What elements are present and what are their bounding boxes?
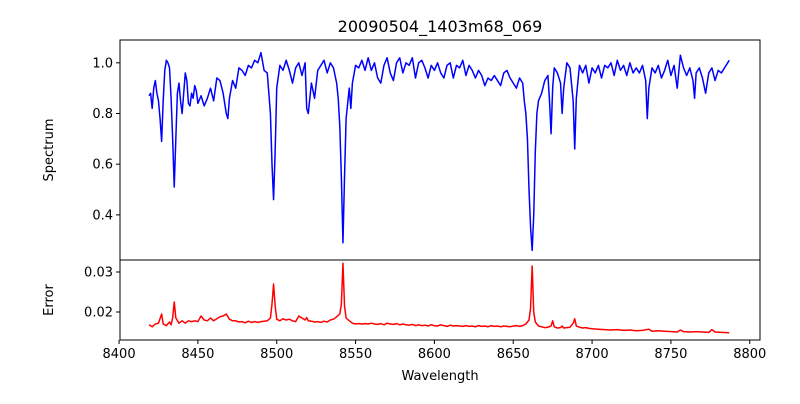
x-tick-label: 8500 [260,347,293,362]
error-y-tick-label: 0.03 [84,266,113,281]
x-tick-label: 8700 [576,347,609,362]
spectrum-y-tick-label: 0.6 [92,158,113,173]
x-tick-label: 8450 [181,347,214,362]
spectrum-y-tick-label: 1.0 [92,56,113,71]
spectrum-series-line [148,51,730,252]
error-y-label: Error [42,284,57,316]
spectrum-y-tick-label: 0.8 [92,107,113,122]
error-y-tick-label: 0.02 [84,306,113,321]
x-tick-label: 8800 [733,347,766,362]
x-tick-label: 8400 [103,347,136,362]
x-tick-label: 8600 [418,347,451,362]
spectrum-y-label: Spectrum [42,119,57,182]
chart-title: 20090504_1403m68_069 [338,17,543,37]
x-axis-label: Wavelength [401,369,478,384]
error-axes-frame [119,259,761,341]
x-tick-label: 8550 [339,347,372,362]
x-tick-label: 8650 [497,347,530,362]
x-tick-label: 8750 [654,347,687,362]
error-series-line [148,262,730,334]
spectrum-y-tick-label: 0.4 [92,208,113,223]
error-panel: 0.02 0.03 8400 8450 8500 8550 8600 8650 8700 875… [42,259,766,384]
